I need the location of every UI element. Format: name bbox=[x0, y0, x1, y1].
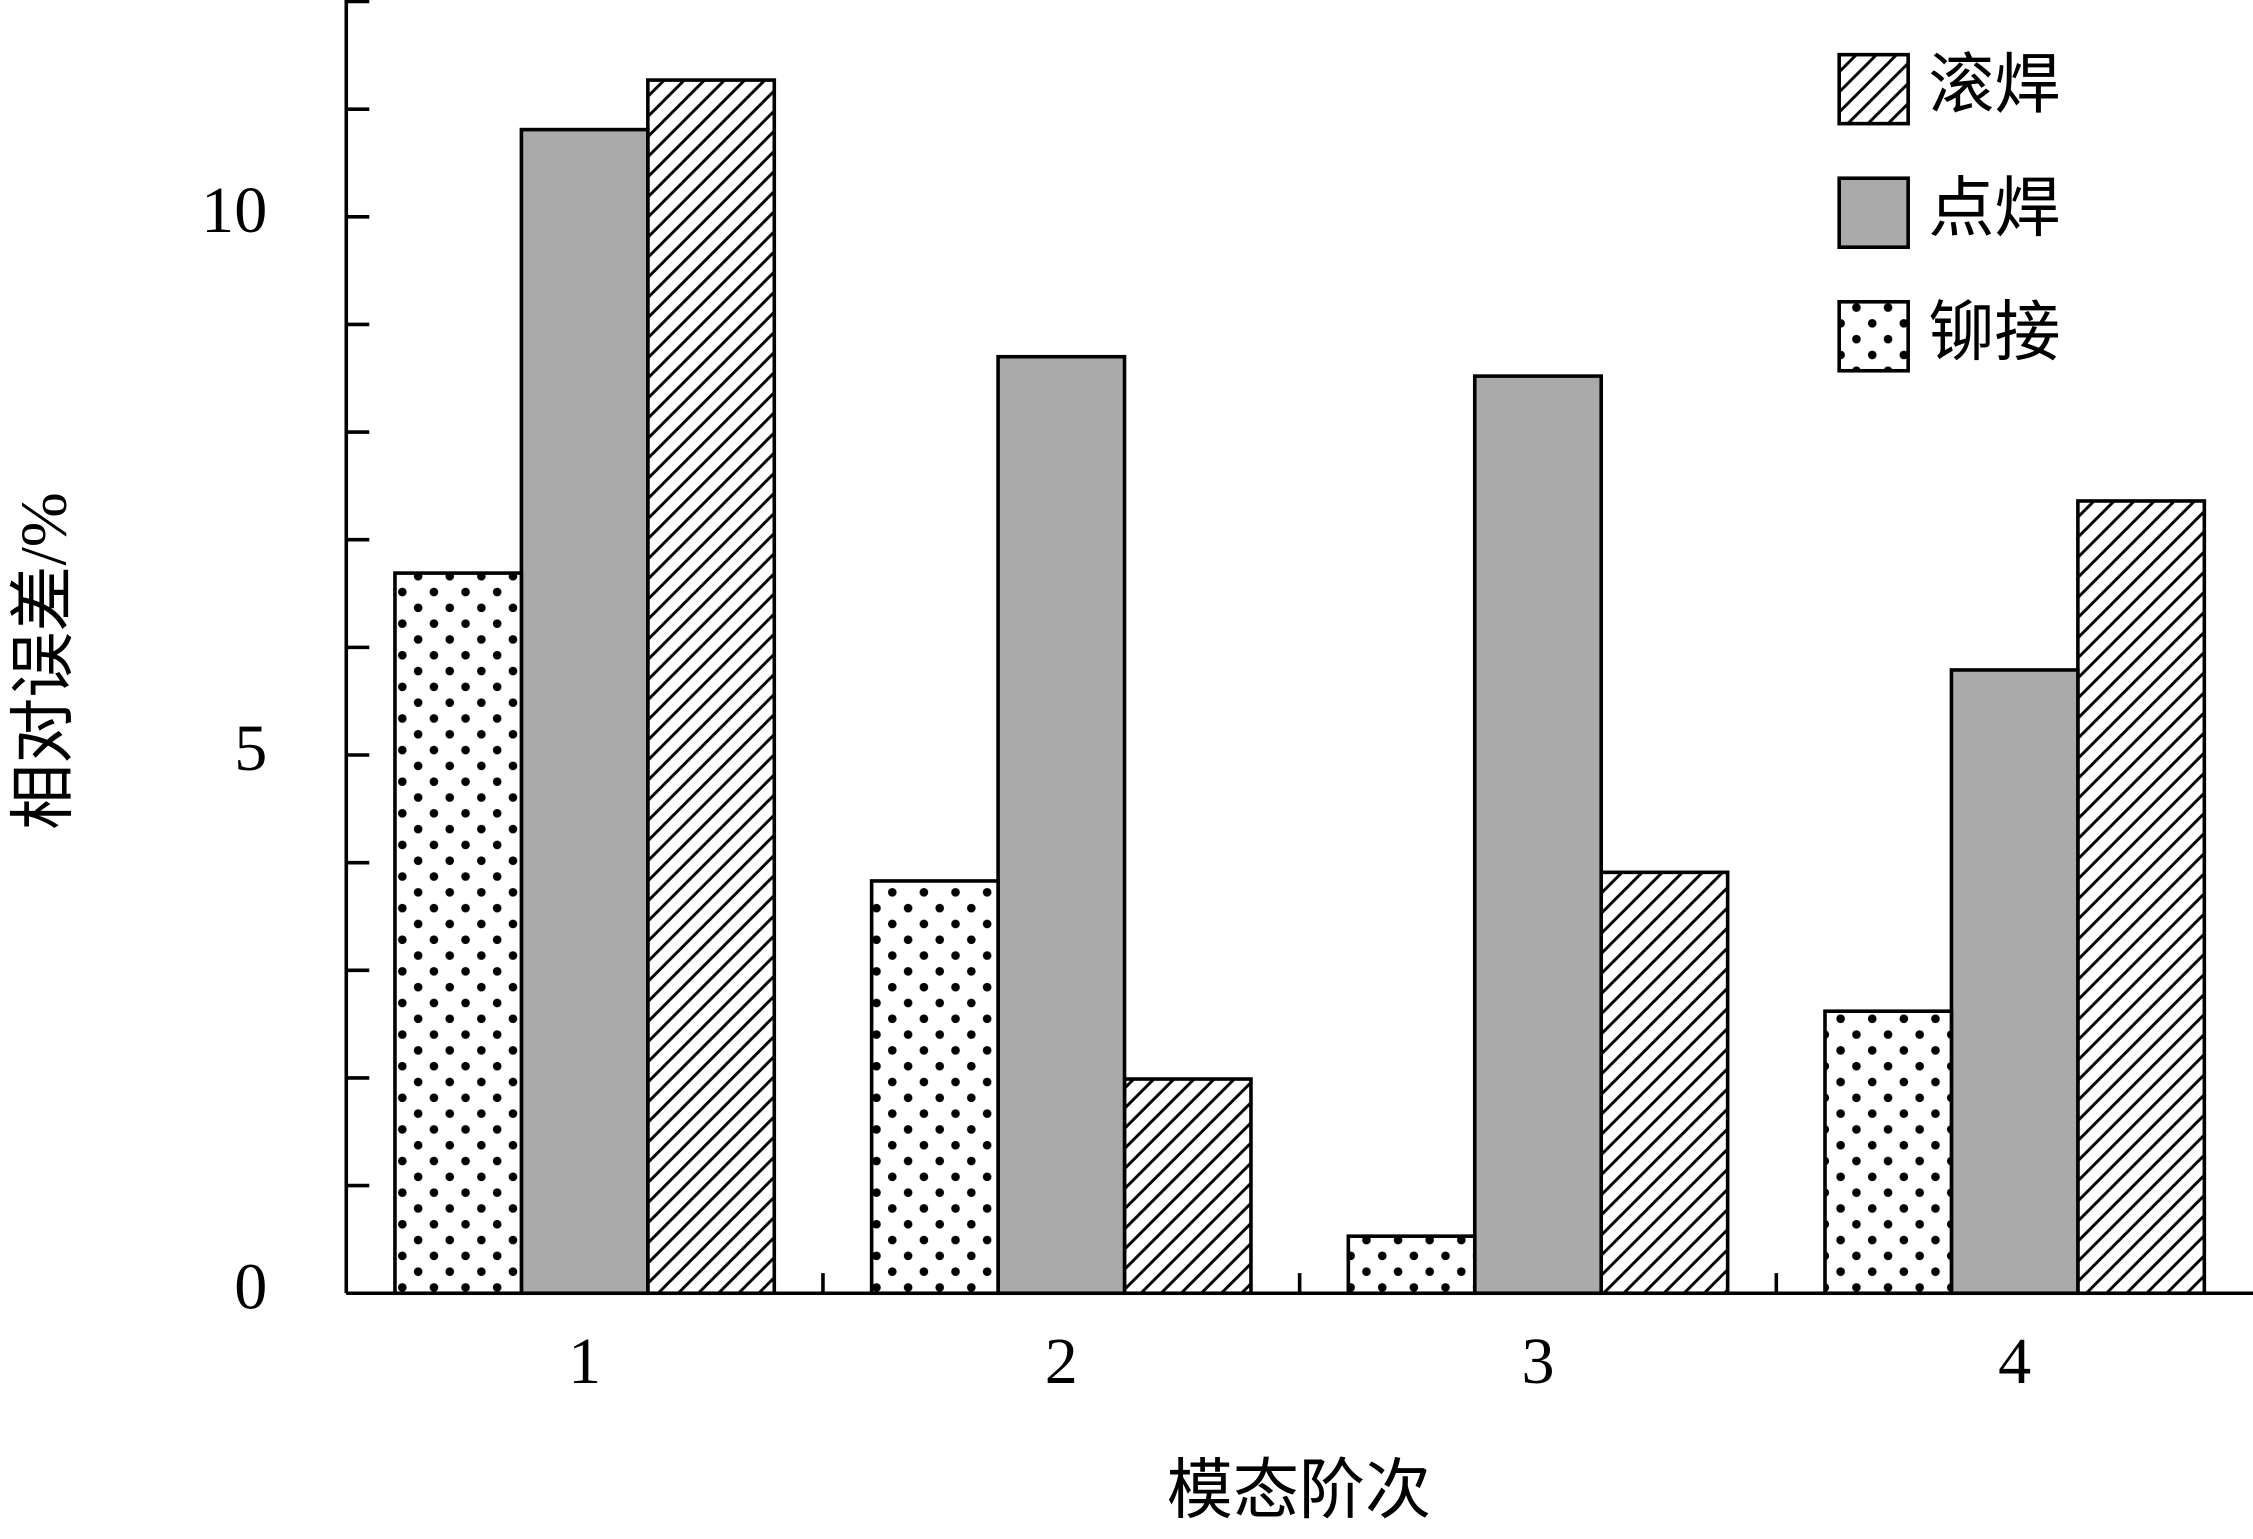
bar bbox=[1122, 1077, 1253, 1296]
legend-swatch bbox=[1837, 300, 1910, 373]
bar bbox=[1346, 1234, 1477, 1296]
y-axis-label: 相对误差/% bbox=[7, 492, 80, 830]
bar bbox=[1949, 668, 2080, 1296]
x-tick-label: 2 bbox=[1045, 1325, 1078, 1398]
x-axis-label: 模态阶次 bbox=[1167, 1454, 1431, 1527]
bar bbox=[646, 78, 777, 1296]
y-tick-label: 0 bbox=[234, 1250, 267, 1323]
legend-swatch bbox=[1837, 52, 1910, 126]
bar bbox=[996, 354, 1127, 1296]
x-tick-label: 3 bbox=[1521, 1325, 1554, 1398]
bar bbox=[1472, 374, 1603, 1296]
bar bbox=[519, 127, 650, 1296]
x-tick-label: 1 bbox=[568, 1325, 601, 1398]
y-tick-label: 10 bbox=[201, 174, 267, 247]
bar bbox=[393, 571, 524, 1296]
legend-label: 铆接 bbox=[1928, 296, 2060, 369]
bar bbox=[1823, 1009, 1954, 1296]
legend-swatch bbox=[1837, 176, 1910, 249]
legend-label: 滚焊 bbox=[1928, 49, 2060, 122]
bar bbox=[869, 879, 1000, 1296]
bar bbox=[1599, 870, 1730, 1296]
x-tick-label: 4 bbox=[1998, 1325, 2031, 1398]
legend-label: 点焊 bbox=[1928, 173, 2060, 246]
bar bbox=[2076, 499, 2207, 1296]
y-tick-label: 5 bbox=[234, 712, 267, 785]
